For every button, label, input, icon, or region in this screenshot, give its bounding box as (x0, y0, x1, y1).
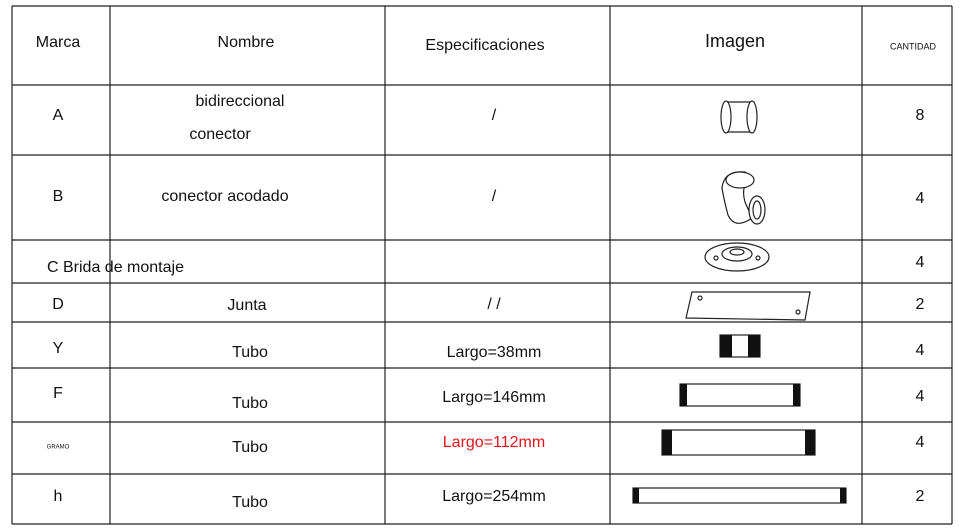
mark-cell: GRAMO (47, 445, 70, 451)
tube-254-icon (632, 487, 847, 504)
quantity-cell: 2 (916, 488, 925, 505)
spec-cell: Largo=38mm (447, 344, 542, 361)
mark-cell: Y (53, 340, 64, 357)
header-cell: Imagen (705, 31, 765, 51)
name-cell: conector (189, 126, 251, 143)
header-cell: Especificaciones (425, 37, 544, 54)
spec-cell: / (492, 188, 497, 205)
spec-cell: / (492, 107, 497, 124)
mark-cell: B (53, 188, 64, 205)
name-cell: Tubo (232, 439, 268, 456)
quantity-cell: 4 (916, 434, 925, 451)
name-cell: Tubo (232, 494, 268, 511)
gasket-icon (685, 291, 811, 321)
quantity-cell: 4 (916, 190, 925, 207)
quantity-cell: 4 (916, 388, 925, 405)
header-cell: Marca (36, 34, 81, 51)
quantity-cell: 4 (916, 254, 925, 271)
mark-cell: A (53, 107, 64, 124)
merged-cell: C Brida de montaje (47, 259, 184, 276)
spec-cell: / / (487, 296, 501, 313)
tube-112-icon (661, 429, 816, 456)
elbow-icon (721, 171, 766, 225)
spec-cell: Largo=146mm (442, 389, 546, 406)
name-cell: Tubo (232, 344, 268, 361)
spec-cell: Largo=254mm (442, 488, 546, 505)
flange-icon (704, 242, 770, 272)
quantity-cell: 4 (916, 342, 925, 359)
mark-cell: h (54, 488, 63, 505)
header-cell: CANTIDAD (890, 41, 937, 51)
name-cell: bidireccional (196, 93, 285, 110)
tube-146-icon (679, 383, 801, 407)
mark-cell: F (53, 385, 63, 402)
quantity-cell: 8 (916, 107, 925, 124)
spec-cell: Largo=112mm (443, 434, 545, 451)
part-images (632, 100, 847, 504)
name-cell: Tubo (232, 395, 268, 412)
mark-cell: D (52, 296, 64, 313)
table-grid (11, 5, 953, 525)
name-cell: conector acodado (161, 188, 288, 205)
coupling-icon (720, 100, 758, 134)
header-cell: Nombre (218, 34, 275, 51)
quantity-cell: 2 (916, 296, 925, 313)
tube-38-icon (719, 334, 761, 358)
name-cell: Junta (227, 297, 266, 314)
